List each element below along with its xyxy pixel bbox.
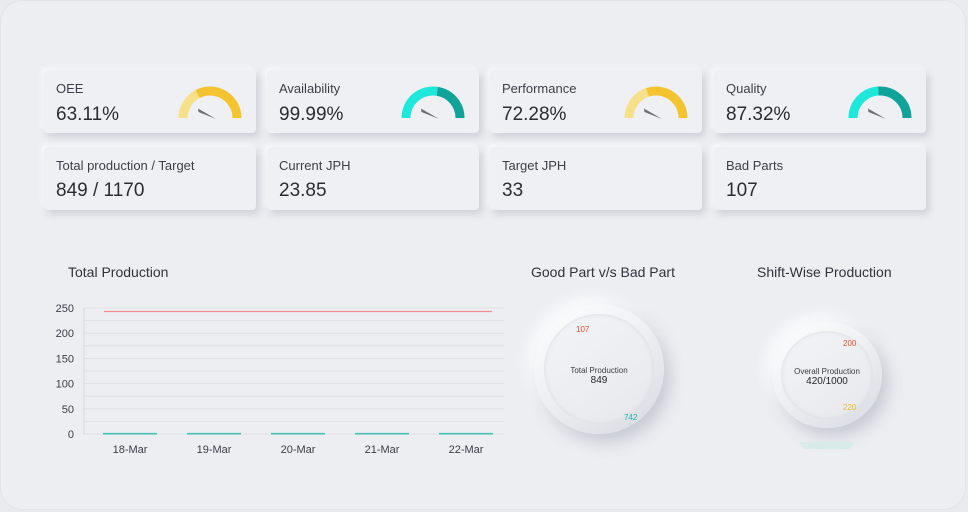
x-tick-label: 18-Mar bbox=[113, 444, 148, 456]
x-tick-label: 22-Mar bbox=[449, 444, 484, 456]
kpi-card-availability[interactable]: Availability 99.99% bbox=[267, 70, 479, 133]
gauge-fill bbox=[646, 86, 688, 119]
gauge-performance bbox=[624, 86, 688, 119]
stat-card-bad-parts[interactable]: Bad Parts 107 bbox=[714, 147, 926, 210]
kpi-card-quality[interactable]: Quality 87.32% bbox=[714, 70, 926, 133]
shift-wise-donut[interactable]: Overall Production 420/1000 200 220 bbox=[772, 322, 882, 452]
x-tick-label: 19-Mar bbox=[197, 444, 232, 456]
good-bad-donut[interactable]: Total Production 849 107 742 bbox=[534, 304, 664, 434]
x-tick-label: 20-Mar bbox=[281, 444, 316, 456]
shift-wise-title: Shift-Wise Production bbox=[757, 264, 892, 280]
good-bad-center-value: 849 bbox=[590, 375, 608, 386]
gauge-needle bbox=[421, 108, 439, 119]
good-bad-title: Good Part v/s Bad Part bbox=[531, 264, 675, 280]
kpi-value: 99.99% bbox=[279, 104, 344, 125]
gauge-fill bbox=[195, 86, 242, 119]
gauge-oee bbox=[178, 86, 242, 119]
gauge-fill bbox=[878, 86, 912, 119]
gauge-needle bbox=[868, 108, 886, 119]
kpi-label: OEE bbox=[56, 81, 84, 96]
stat-value: 849 / 1170 bbox=[56, 180, 145, 201]
stat-card-current-jph[interactable]: Current JPH 23.85 bbox=[267, 147, 479, 210]
shift-wise-inner bbox=[781, 331, 873, 419]
y-tick-label: 150 bbox=[56, 353, 74, 365]
gauge-track bbox=[848, 86, 879, 119]
gauge-quality bbox=[848, 86, 912, 119]
kpi-card-performance[interactable]: Performance 72.28% bbox=[490, 70, 702, 133]
good-part-value: 742 bbox=[624, 413, 638, 422]
stat-value: 107 bbox=[726, 180, 758, 201]
bar bbox=[439, 432, 493, 435]
kpi-value: 87.32% bbox=[726, 104, 791, 125]
kpi-value: 63.11% bbox=[56, 104, 120, 125]
shift-b-value: 220 bbox=[843, 403, 857, 412]
shift-wise-center: Overall Production 420/1000 bbox=[772, 367, 882, 387]
total-production-svg: 0 50 100 150 200 250 18-Mar 19-Mar 20-Mar 21-Mar 2… bbox=[56, 303, 504, 456]
gauge-track bbox=[624, 88, 650, 119]
total-production-chart: 0 50 100 150 200 250 18-Mar 19-Mar 20-Mar 21-Mar 2… bbox=[46, 296, 516, 466]
shift-wise-center-label: Overall Production bbox=[794, 367, 860, 376]
stat-label: Total production / Target bbox=[56, 158, 195, 173]
x-tick-label: 21-Mar bbox=[365, 444, 400, 456]
y-tick-label: 200 bbox=[56, 328, 74, 340]
shift-a-value: 200 bbox=[843, 339, 857, 348]
shift-wise-base bbox=[800, 442, 854, 449]
kpi-value: 72.28% bbox=[502, 104, 567, 125]
y-tick-label: 100 bbox=[56, 379, 74, 391]
stat-value: 33 bbox=[502, 180, 524, 201]
shift-wise-center-value: 420/1000 bbox=[806, 376, 848, 387]
stat-label: Bad Parts bbox=[726, 158, 784, 173]
kpi-label: Availability bbox=[279, 81, 341, 96]
kpi-label: Performance bbox=[502, 81, 577, 96]
gauge-needle bbox=[644, 108, 662, 119]
total-production-title: Total Production bbox=[68, 264, 169, 280]
gauge-track bbox=[401, 86, 438, 119]
gauge-availability bbox=[401, 86, 465, 119]
kpi-label: Quality bbox=[726, 81, 767, 96]
stat-label: Current JPH bbox=[279, 158, 351, 173]
gauge-track bbox=[178, 90, 200, 119]
bad-part-value: 107 bbox=[576, 325, 590, 334]
stat-label: Target JPH bbox=[502, 158, 567, 173]
stat-card-total-production[interactable]: Total production / Target 849 / 1170 bbox=[44, 147, 256, 210]
kpi-card-oee[interactable]: OEE 63.11% bbox=[44, 70, 256, 133]
bar bbox=[103, 432, 157, 435]
good-bad-center: Total Production 849 bbox=[534, 366, 664, 386]
gauge-fill bbox=[436, 86, 465, 119]
good-bad-center-label: Total Production bbox=[570, 366, 628, 375]
bar bbox=[187, 432, 241, 435]
good-bad-inner bbox=[544, 314, 654, 424]
y-tick-label: 50 bbox=[62, 404, 74, 416]
bar bbox=[271, 432, 325, 435]
gauge-needle bbox=[198, 108, 216, 119]
y-tick-label: 250 bbox=[56, 303, 74, 315]
stat-value: 23.85 bbox=[279, 180, 327, 201]
stat-card-target-jph[interactable]: Target JPH 33 bbox=[490, 147, 702, 210]
y-tick-label: 0 bbox=[68, 429, 74, 441]
bar bbox=[355, 432, 409, 435]
